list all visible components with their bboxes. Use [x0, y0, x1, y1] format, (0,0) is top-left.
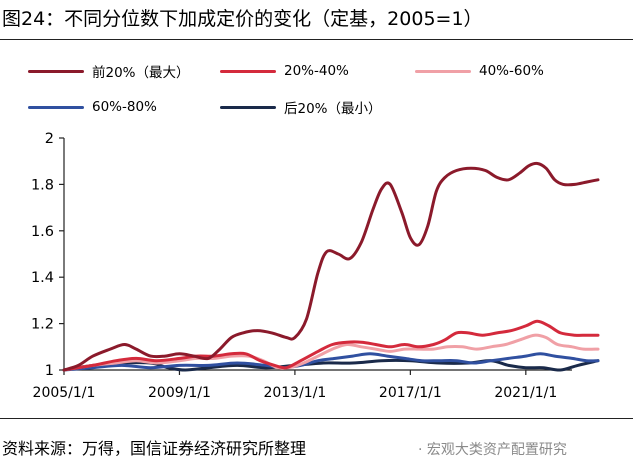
- legend-label-bottom20: 后20%（最小）: [284, 101, 382, 117]
- y-tick-label: 1.8: [31, 177, 54, 193]
- source-note: 资料来源：万得，国信证券经济研究所整理: [2, 439, 307, 458]
- y-tick-label: 1.4: [31, 270, 54, 286]
- legend-item-top20: 前20%（最大）: [28, 60, 190, 82]
- x-tick-label: 2017/1/1: [379, 385, 442, 401]
- legend-item-40-60: 40%-60%: [415, 60, 544, 82]
- legend-swatch-60-80: [28, 105, 84, 109]
- x-tick-label: 2009/1/1: [148, 385, 211, 401]
- x-tick-label: 2021/1/1: [494, 385, 557, 401]
- x-tick-label: 2005/1/1: [33, 385, 96, 401]
- series-line-2: [62, 333, 600, 372]
- legend-label-top20: 前20%（最大）: [92, 65, 190, 81]
- chart-legend: 前20%（最大） 20%-40% 40%-60% 60%-80% 后20%（最小…: [0, 58, 633, 124]
- line-chart: 11.21.41.61.82 2005/1/1 2009/1/1 2013/1/1 2…: [31, 131, 600, 401]
- legend-swatch-bottom20: [220, 105, 276, 109]
- footer-rule: [0, 418, 633, 419]
- x-tick-label: 2013/1/1: [263, 385, 326, 401]
- legend-item-60-80: 60%-80%: [28, 96, 157, 118]
- y-tick-label: 1.6: [31, 224, 54, 240]
- watermark-text: · 宏观大类资产配置研究: [418, 442, 567, 458]
- y-axis-ticks: 1 1.2 1.4 1.6 1.8 2: [31, 131, 64, 379]
- legend-item-bottom20: 后20%（最小）: [220, 96, 382, 118]
- y-tick-label: 2: [45, 131, 54, 147]
- y-axis: 1 1.2 1.4 1.6 1.8 2: [31, 131, 65, 379]
- header-rule: [0, 39, 633, 40]
- y-tick-label: 1: [45, 363, 54, 379]
- x-axis-ticks: 2005/1/1 2009/1/1 2013/1/1 2017/1/1 2021/1/1: [33, 370, 557, 401]
- legend-swatch-20-40: [220, 69, 276, 73]
- legend-swatch-40-60: [415, 69, 471, 73]
- x-axis: 2005/1/1 2009/1/1 2013/1/1 2017/1/1 2021/1/1: [33, 369, 572, 401]
- legend-item-20-40: 20%-40%: [220, 60, 349, 82]
- series-lines: [62, 161, 600, 372]
- legend-label-60-80: 60%-80%: [92, 99, 157, 115]
- legend-label-20-40: 20%-40%: [284, 63, 349, 79]
- legend-label-40-60: 40%-60%: [479, 63, 544, 79]
- series-line-3: [62, 352, 600, 372]
- legend-swatch-top20: [28, 69, 84, 73]
- chart-title: 图24：不同分位数下加成定价的变化（定基，2005=1）: [2, 8, 483, 30]
- series-line-0: [62, 161, 600, 372]
- y-tick-label: 1.2: [31, 317, 54, 333]
